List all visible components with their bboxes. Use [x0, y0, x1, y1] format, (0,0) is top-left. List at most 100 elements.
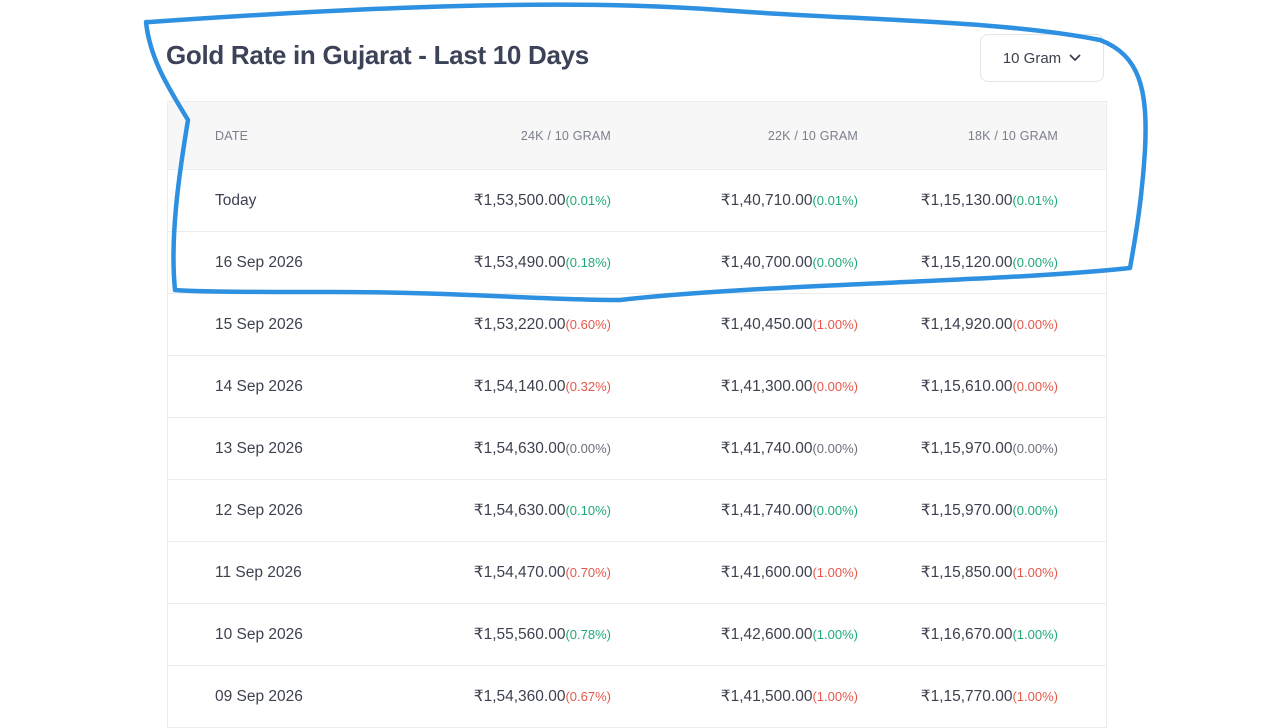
k22-price: ₹1,41,300.00 [720, 378, 813, 395]
unit-select-value: 10 Gram [1002, 49, 1062, 67]
k24-cell: ₹1,53,220.00(0.60%) [368, 315, 611, 334]
k18-cell: ₹1,14,920.00(0.00%) [858, 315, 1058, 334]
table-row: 12 Sep 2026 ₹1,54,630.00(0.10%) ₹1,41,740.… [168, 480, 1106, 542]
k24-price: ₹1,53,500.00 [473, 192, 566, 209]
table-row: 14 Sep 2026 ₹1,54,140.00(0.32%) ₹1,41,300.… [168, 356, 1106, 418]
k18-change: (0.01%) [1012, 193, 1058, 208]
k22-price: ₹1,40,450.00 [720, 316, 813, 333]
k18-cell: ₹1,15,130.00(0.01%) [858, 191, 1058, 210]
k18-change: (0.00%) [1012, 379, 1058, 394]
k22-cell: ₹1,41,600.00(1.00%) [611, 563, 858, 582]
k18-cell: ₹1,15,850.00(1.00%) [858, 563, 1058, 582]
k24-change: (0.70%) [565, 565, 611, 580]
k24-price: ₹1,53,220.00 [473, 316, 566, 333]
k24-cell: ₹1,55,560.00(0.78%) [368, 625, 611, 644]
k18-price: ₹1,15,610.00 [920, 378, 1013, 395]
date-cell: 10 Sep 2026 [168, 626, 368, 644]
k18-cell: ₹1,15,770.00(1.00%) [858, 687, 1058, 706]
k24-price: ₹1,54,630.00 [473, 502, 566, 519]
k24-price: ₹1,55,560.00 [473, 626, 566, 643]
k22-cell: ₹1,41,740.00(0.00%) [611, 501, 858, 520]
date-cell: 14 Sep 2026 [168, 378, 368, 396]
table-header: DATE 24K / 10 GRAM 22K / 10 GRAM 18K / 1… [168, 101, 1106, 170]
k24-change: (0.00%) [565, 441, 611, 456]
k18-change: (1.00%) [1012, 627, 1058, 642]
row-date: 11 Sep 2026 [215, 563, 302, 581]
date-cell: 16 Sep 2026 [168, 254, 368, 272]
k22-price: ₹1,42,600.00 [720, 626, 813, 643]
k22-price: ₹1,41,740.00 [720, 502, 813, 519]
row-date: 14 Sep 2026 [215, 377, 303, 395]
date-cell: 11 Sep 2026 [168, 564, 368, 582]
row-date: 13 Sep 2026 [215, 439, 303, 457]
header-24k: 24K / 10 GRAM [520, 128, 611, 143]
row-date: 15 Sep 2026 [215, 315, 303, 333]
k22-change: (0.01%) [812, 193, 858, 208]
k18-price: ₹1,15,770.00 [920, 688, 1013, 705]
date-cell: 13 Sep 2026 [168, 440, 368, 458]
k22-change: (1.00%) [812, 689, 858, 704]
k18-cell: ₹1,15,610.00(0.00%) [858, 377, 1058, 396]
k24-cell: ₹1,54,360.00(0.67%) [368, 687, 611, 706]
k18-price: ₹1,15,130.00 [920, 192, 1013, 209]
k22-cell: ₹1,40,710.00(0.01%) [611, 191, 858, 210]
k22-change: (0.00%) [812, 503, 858, 518]
table-body: Today ₹1,53,500.00(0.01%) ₹1,40,710.00(0.0… [168, 170, 1106, 728]
table-row: 09 Sep 2026 ₹1,54,360.00(0.67%) ₹1,41,500.… [168, 666, 1106, 728]
k18-change: (1.00%) [1012, 689, 1058, 704]
table-row: Today ₹1,53,500.00(0.01%) ₹1,40,710.00(0.0… [168, 170, 1106, 232]
page-title: Gold Rate in Gujarat - Last 10 Days [166, 40, 589, 70]
k18-change: (0.00%) [1012, 441, 1058, 456]
gold-rate-table: DATE 24K / 10 GRAM 22K / 10 GRAM 18K / 1… [167, 101, 1107, 728]
k24-price: ₹1,54,360.00 [473, 688, 566, 705]
k24-cell: ₹1,53,490.00(0.18%) [368, 253, 611, 272]
k24-price: ₹1,54,630.00 [473, 440, 566, 457]
k22-change: (1.00%) [812, 627, 858, 642]
k24-cell: ₹1,54,470.00(0.70%) [368, 563, 611, 582]
header-18k: 18K / 10 GRAM [967, 128, 1058, 143]
k24-change: (0.78%) [565, 627, 611, 642]
k22-cell: ₹1,40,450.00(1.00%) [611, 315, 858, 334]
table-row: 16 Sep 2026 ₹1,53,490.00(0.18%) ₹1,40,700.… [168, 232, 1106, 294]
row-date: 10 Sep 2026 [215, 625, 303, 643]
k18-price: ₹1,15,970.00 [920, 502, 1013, 519]
k22-price: ₹1,41,500.00 [720, 688, 813, 705]
date-cell: 09 Sep 2026 [168, 688, 368, 706]
k24-cell: ₹1,54,140.00(0.32%) [368, 377, 611, 396]
date-cell: 15 Sep 2026 [168, 316, 368, 334]
k18-price: ₹1,15,120.00 [920, 254, 1013, 271]
k18-change: (0.00%) [1012, 317, 1058, 332]
k24-change: (0.60%) [565, 317, 611, 332]
k22-price: ₹1,41,740.00 [720, 440, 813, 457]
k22-change: (0.00%) [812, 255, 858, 270]
k18-price: ₹1,15,970.00 [920, 440, 1013, 457]
k24-change: (0.10%) [565, 503, 611, 518]
k24-price: ₹1,54,140.00 [473, 378, 566, 395]
table-row: 11 Sep 2026 ₹1,54,470.00(0.70%) ₹1,41,600.… [168, 542, 1106, 604]
k22-cell: ₹1,42,600.00(1.00%) [611, 625, 858, 644]
k18-price: ₹1,14,920.00 [920, 316, 1013, 333]
k18-cell: ₹1,16,670.00(1.00%) [858, 625, 1058, 644]
header-22k: 22K / 10 GRAM [767, 128, 858, 143]
k18-cell: ₹1,15,970.00(0.00%) [858, 501, 1058, 520]
k22-change: (0.00%) [812, 441, 858, 456]
date-cell: Today [168, 192, 368, 210]
k18-change: (0.00%) [1012, 255, 1058, 270]
k22-change: (0.00%) [812, 379, 858, 394]
k22-price: ₹1,40,700.00 [720, 254, 813, 271]
k18-price: ₹1,16,670.00 [920, 626, 1013, 643]
k22-price: ₹1,40,710.00 [720, 192, 813, 209]
k22-cell: ₹1,41,500.00(1.00%) [611, 687, 858, 706]
row-date: 09 Sep 2026 [215, 687, 303, 705]
k24-cell: ₹1,54,630.00(0.10%) [368, 501, 611, 520]
k18-price: ₹1,15,850.00 [920, 564, 1013, 581]
unit-select[interactable]: 10 Gram [980, 34, 1104, 82]
k18-cell: ₹1,15,120.00(0.00%) [858, 253, 1058, 272]
k24-change: (0.01%) [565, 193, 611, 208]
row-date: 12 Sep 2026 [215, 501, 303, 519]
k24-cell: ₹1,53,500.00(0.01%) [368, 191, 611, 210]
k18-change: (1.00%) [1012, 565, 1058, 580]
chevron-down-icon [1069, 54, 1081, 62]
header-date: DATE [215, 128, 249, 143]
k22-price: ₹1,41,600.00 [720, 564, 813, 581]
